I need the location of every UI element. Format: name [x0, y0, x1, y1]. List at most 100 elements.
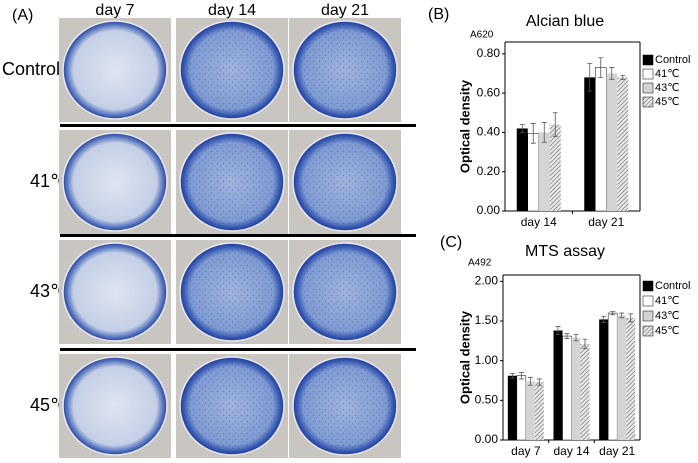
legend-swatch — [642, 96, 654, 108]
y-axis-label: Optical density — [457, 310, 472, 404]
legend-label: 45℃ — [655, 96, 680, 108]
y-axis-label: Optical density — [457, 79, 472, 173]
error-bar — [587, 63, 593, 92]
dish — [62, 132, 168, 232]
bar — [553, 330, 563, 440]
error-bar — [536, 378, 542, 386]
y-tick-label: 1.00 — [475, 353, 499, 367]
dish-stain — [186, 139, 278, 225]
unit-label: A620 — [470, 30, 494, 41]
dish — [62, 242, 168, 342]
legend-swatch — [642, 82, 654, 94]
legend-swatch — [642, 68, 654, 80]
y-tick-label: 0.20 — [477, 164, 501, 178]
legend-swatch — [642, 295, 654, 307]
y-tick-label: 0.00 — [475, 432, 499, 446]
y-tick-label: 0.60 — [477, 85, 501, 99]
dish-stain — [299, 27, 391, 113]
dish — [62, 356, 168, 456]
error-bar — [530, 123, 536, 144]
legend-label: 41℃ — [655, 68, 680, 80]
error-bar — [620, 75, 626, 80]
bar — [607, 312, 618, 441]
column-label: day 14 — [208, 2, 256, 19]
legend-label: Control — [655, 54, 690, 66]
legend-label: 45℃ — [655, 325, 680, 337]
y-tick-label: 0.00 — [477, 203, 501, 217]
legend-label: Control — [655, 280, 690, 292]
chart-title: MTS assay — [525, 243, 605, 260]
error-bar — [601, 315, 607, 323]
y-tick-label: 0.40 — [477, 125, 501, 139]
unit-label: A492 — [468, 258, 492, 269]
legend-label: 43℃ — [655, 82, 680, 94]
dish-stain — [299, 139, 391, 225]
dish-stain — [186, 27, 278, 113]
error-bar — [610, 311, 616, 316]
chart-title: Alcian blue — [526, 13, 604, 30]
error-bar — [582, 338, 588, 350]
panel-label: (B) — [428, 6, 449, 23]
separator — [60, 234, 416, 237]
bar — [617, 77, 629, 211]
column-label: day 21 — [321, 2, 369, 19]
x-tick-label: day 21 — [588, 215, 624, 229]
bar — [562, 335, 572, 441]
bar — [516, 375, 527, 441]
legend-label: 41℃ — [655, 295, 680, 307]
y-tick-label: 0.80 — [477, 46, 501, 60]
dish-stain — [299, 249, 391, 335]
error-bar — [628, 313, 634, 323]
error-bar — [519, 124, 525, 133]
row-label: Control — [2, 59, 60, 79]
separator — [60, 124, 416, 127]
legend-swatch — [642, 280, 654, 292]
bar — [606, 73, 618, 211]
bar — [571, 337, 581, 440]
error-bar — [541, 122, 547, 143]
x-tick-label: day 7 — [511, 444, 541, 458]
error-bar — [609, 67, 615, 80]
x-tick-label: day 21 — [599, 444, 635, 458]
dish-stain — [299, 363, 391, 449]
dish-stain — [186, 249, 278, 335]
bar — [527, 133, 539, 212]
separator — [60, 348, 416, 351]
y-tick-label: 0.50 — [475, 393, 499, 407]
bar — [584, 77, 596, 211]
bar — [599, 319, 609, 440]
y-tick-label: 2.00 — [475, 274, 499, 288]
bar — [626, 317, 636, 440]
bar — [617, 315, 627, 440]
legend-swatch — [642, 54, 654, 66]
panel-label: (A) — [12, 7, 33, 24]
error-bar — [555, 326, 561, 335]
bar — [580, 344, 590, 440]
error-bar — [552, 112, 558, 137]
bar — [595, 67, 607, 212]
bar — [549, 124, 561, 211]
error-bar — [518, 372, 524, 380]
x-tick-label: day 14 — [521, 215, 557, 229]
bar — [538, 132, 550, 211]
bar — [534, 382, 544, 440]
error-bar — [564, 333, 570, 339]
y-tick-label: 1.50 — [475, 313, 499, 327]
x-tick-label: day 14 — [553, 444, 589, 458]
error-bar — [619, 312, 625, 319]
error-bar — [598, 57, 604, 78]
bar — [525, 381, 535, 440]
error-bar — [527, 376, 533, 386]
error-bar — [573, 334, 579, 342]
legend-swatch — [642, 310, 654, 322]
legend-label: 43℃ — [655, 310, 680, 322]
bar — [516, 128, 528, 211]
dish — [62, 20, 168, 120]
bar — [507, 375, 517, 440]
legend-swatch — [642, 325, 654, 337]
panel-label: (C) — [440, 234, 462, 251]
dish-stain — [186, 363, 278, 449]
error-bar — [509, 372, 515, 379]
column-label: day 7 — [95, 2, 134, 19]
